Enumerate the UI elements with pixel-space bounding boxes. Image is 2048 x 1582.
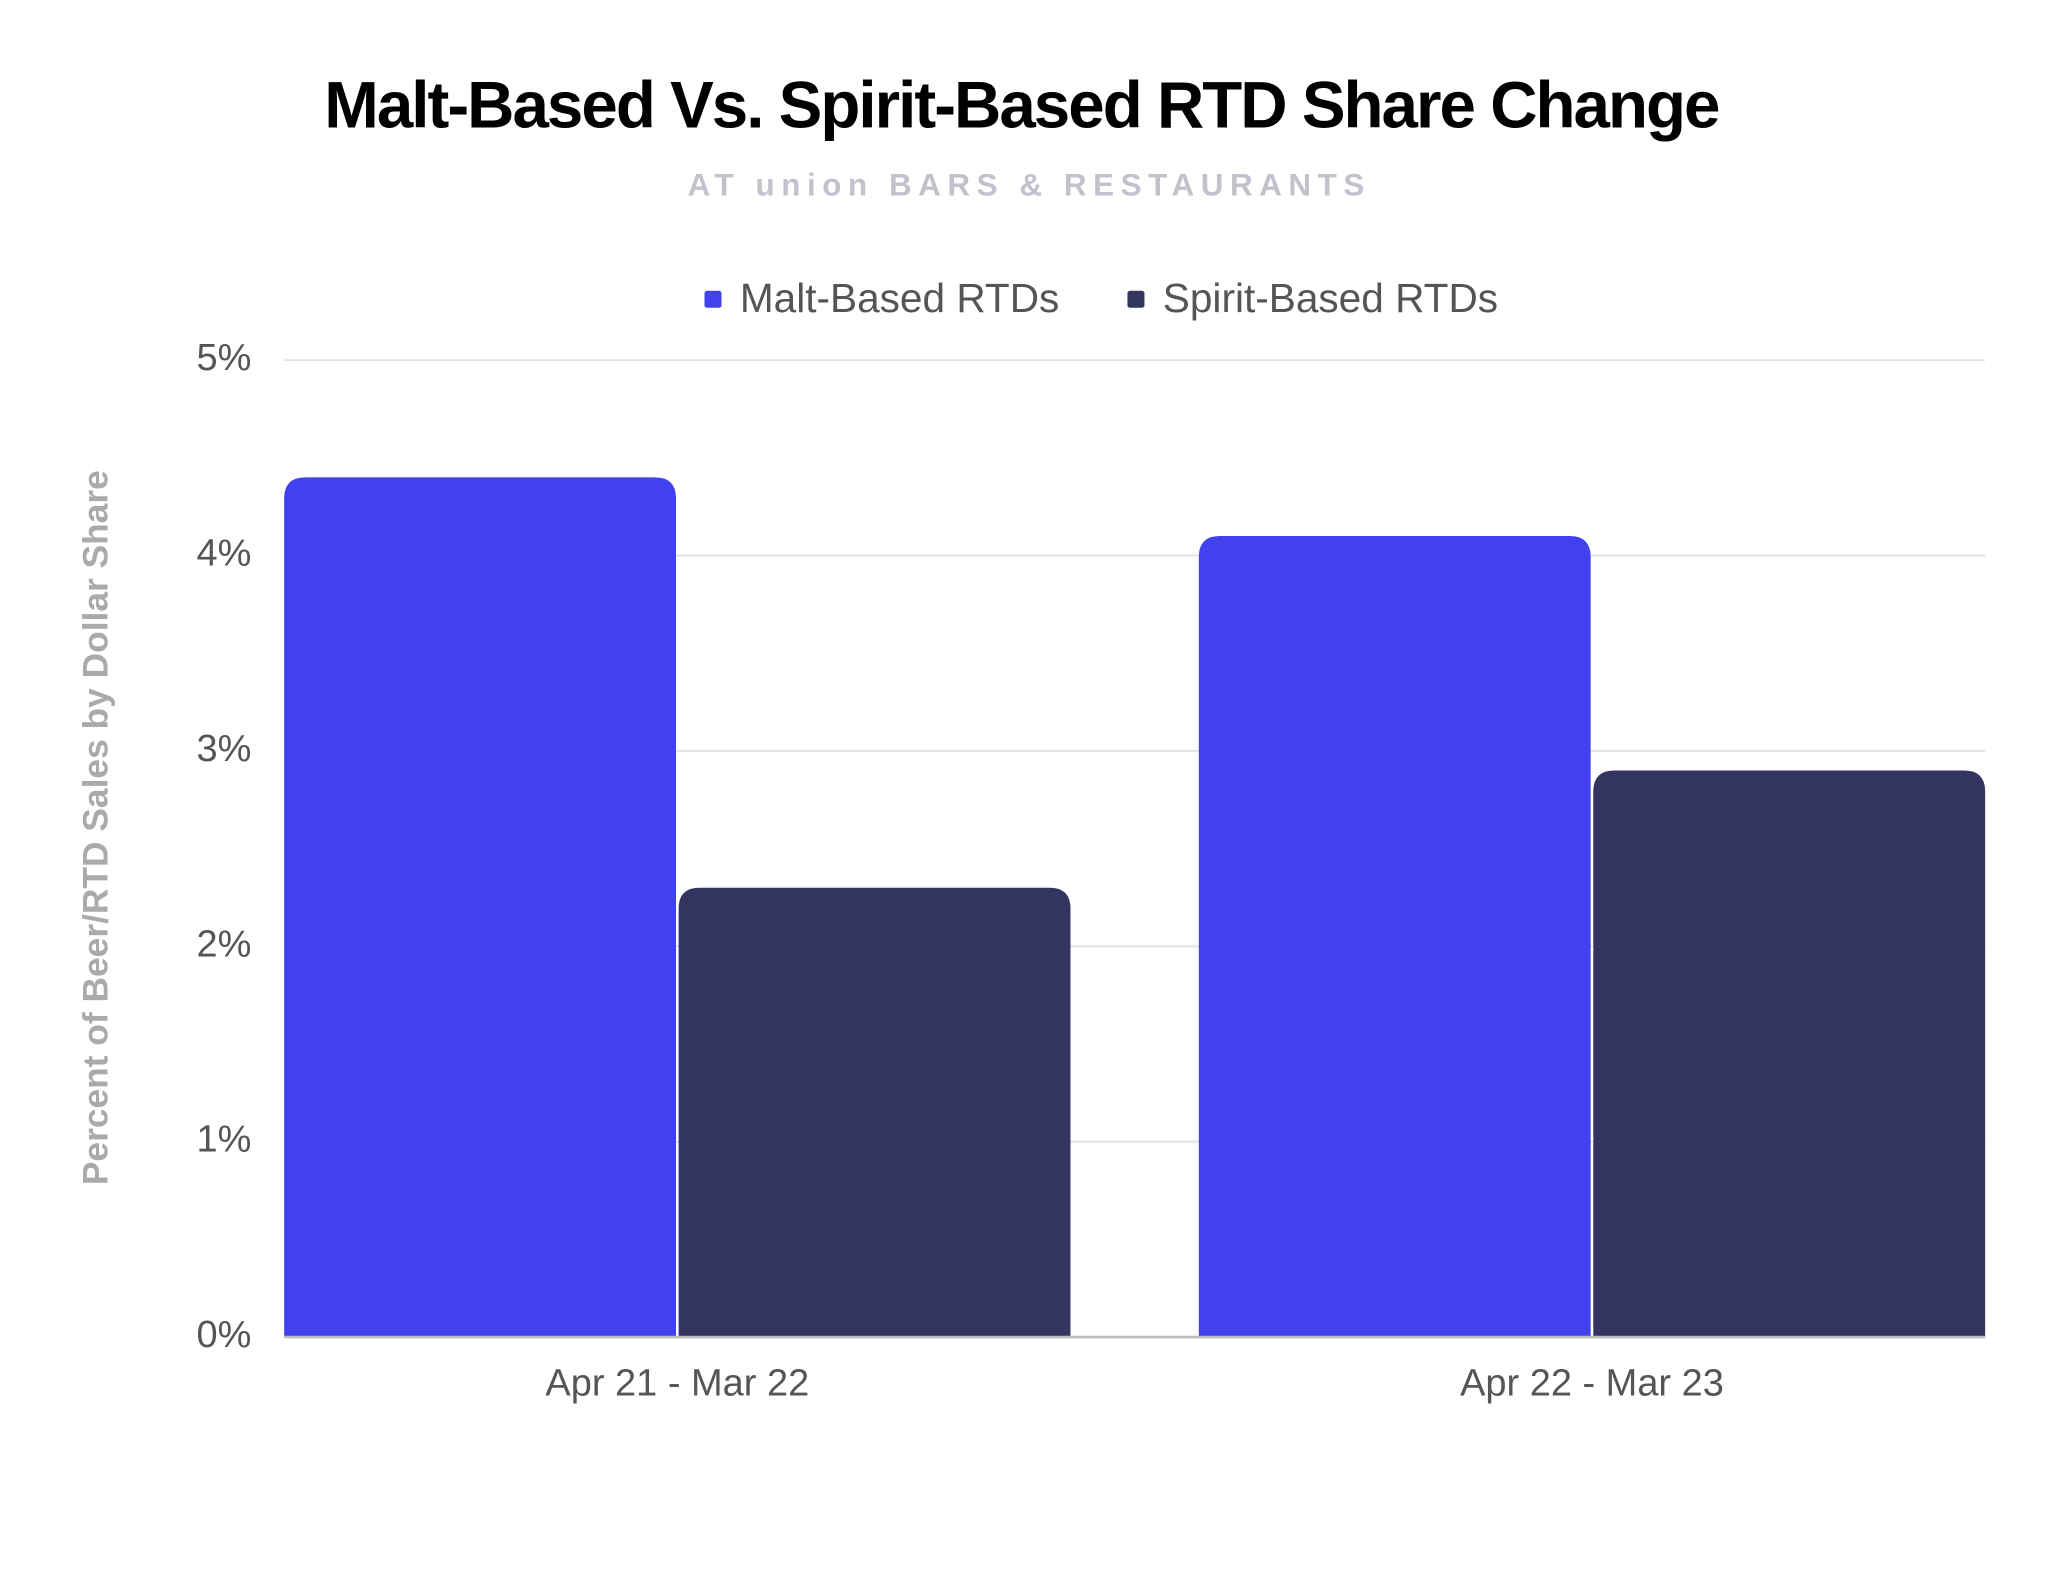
bar [1198, 536, 1591, 1338]
y-tick-label: 3% [197, 728, 252, 770]
y-tick-label: 4% [197, 533, 252, 575]
y-tick-label: 2% [197, 923, 252, 965]
y-tick-label: 1% [197, 1119, 252, 1161]
chart-subtitle: AT union BARS & RESTAURANTS [688, 168, 1371, 203]
bar [284, 477, 677, 1338]
y-axis-label: Percent of Beer/RTD Sales by Dollar Shar… [77, 470, 116, 1185]
chart-title: Malt-Based Vs. Spirit-Based RTD Share Ch… [324, 68, 1719, 141]
bar [678, 887, 1071, 1338]
x-tick-label: Apr 22 - Mar 23 [1460, 1363, 1724, 1405]
x-tick-label: Apr 21 - Mar 22 [545, 1363, 809, 1405]
y-tick-label: 5% [197, 337, 252, 379]
legend-label: Spirit-Based RTDs [1163, 275, 1498, 321]
legend-swatch [704, 290, 722, 308]
y-tick-label: 0% [197, 1314, 252, 1356]
legend-swatch [1127, 290, 1145, 308]
legend-label: Malt-Based RTDs [740, 275, 1059, 321]
bar [1593, 770, 1986, 1338]
